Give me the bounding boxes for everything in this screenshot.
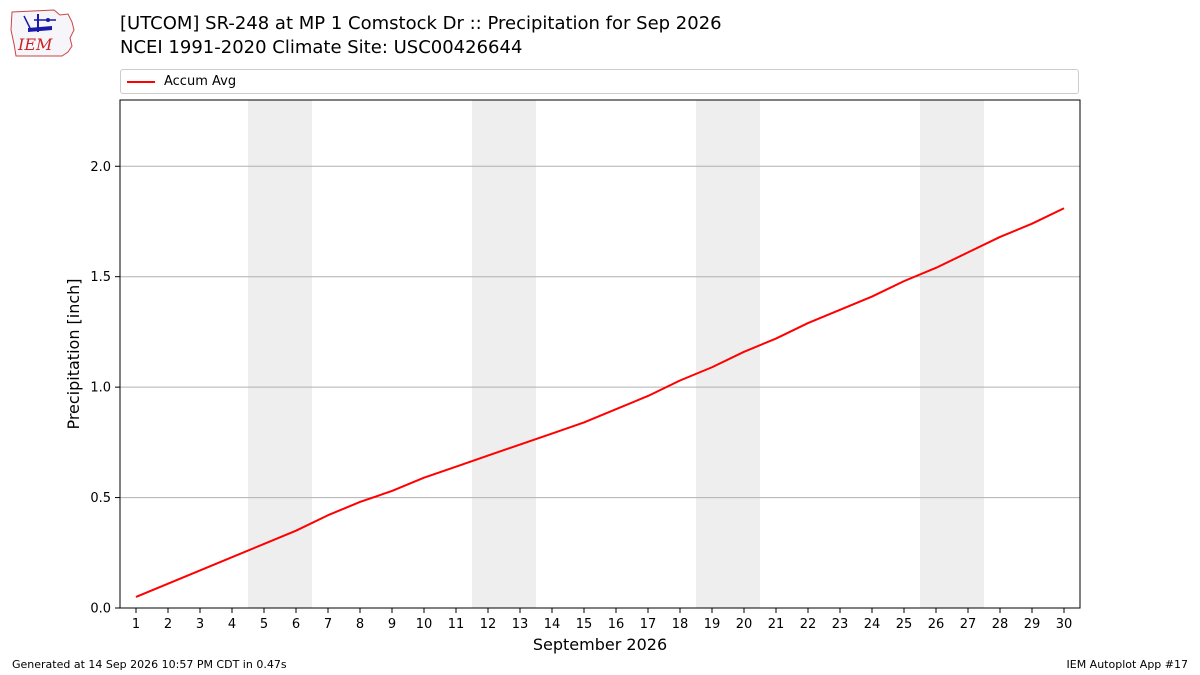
- accum-avg-line: [135, 207, 1065, 598]
- x-tick-label: 11: [448, 617, 465, 632]
- y-tick-label: 2.0: [90, 160, 111, 175]
- legend-label: Accum Avg: [164, 74, 237, 89]
- iem-logo: IEM: [10, 9, 75, 57]
- x-tick-label: 15: [576, 617, 593, 632]
- x-tick-label: 7: [324, 617, 332, 632]
- x-tick-label: 29: [1024, 617, 1041, 632]
- x-tick-label: 12: [480, 617, 497, 632]
- weekend-band: [696, 100, 760, 608]
- weekend-band: [920, 100, 984, 608]
- x-tick-label: 22: [800, 617, 817, 632]
- x-tick-label: 28: [992, 617, 1009, 632]
- x-tick-label: 18: [672, 617, 689, 632]
- x-tick-label: 23: [832, 617, 849, 632]
- x-tick-label: 2: [164, 617, 172, 632]
- svg-text:IEM: IEM: [17, 35, 53, 54]
- x-axis-label: September 2026: [533, 635, 667, 654]
- x-tick-label: 30: [1056, 617, 1073, 632]
- x-tick-label: 20: [736, 617, 753, 632]
- x-tick-label: 9: [388, 617, 396, 632]
- y-tick-label: 1.0: [90, 381, 111, 396]
- x-tick-label: 3: [196, 617, 204, 632]
- x-tick-label: 21: [768, 617, 785, 632]
- x-tick-label: 24: [864, 617, 881, 632]
- x-tick-label: 25: [896, 617, 913, 632]
- y-axis-label: Precipitation [inch]: [64, 278, 83, 429]
- x-tick-label: 17: [640, 617, 657, 632]
- x-tick-label: 4: [228, 617, 236, 632]
- footer-generated: Generated at 14 Sep 2026 10:57 PM CDT in…: [12, 658, 287, 671]
- x-tick-label: 13: [512, 617, 529, 632]
- x-tick-label: 16: [608, 617, 625, 632]
- x-tick-label: 5: [260, 617, 268, 632]
- x-tick-label: 19: [704, 617, 721, 632]
- x-tick-label: 10: [416, 617, 433, 632]
- y-tick-label: 0.5: [90, 491, 111, 506]
- legend: Accum Avg: [120, 69, 1079, 94]
- chart-title: [UTCOM] SR-248 at MP 1 Comstock Dr :: Pr…: [120, 13, 722, 34]
- legend-swatch: [127, 81, 155, 83]
- x-tick-label: 27: [960, 617, 977, 632]
- footer-app: IEM Autoplot App #17: [1066, 658, 1189, 671]
- plot-frame: [119, 99, 1081, 609]
- chart-subtitle: NCEI 1991-2020 Climate Site: USC00426644: [120, 37, 523, 58]
- x-tick-label: 14: [544, 617, 561, 632]
- x-tick-label: 26: [928, 617, 945, 632]
- weekend-band: [248, 100, 312, 608]
- x-tick-label: 1: [132, 617, 140, 632]
- y-tick-label: 1.5: [90, 270, 111, 285]
- weekend-band: [472, 100, 536, 608]
- y-tick-label: 0.0: [90, 602, 111, 617]
- x-tick-label: 8: [356, 617, 364, 632]
- x-tick-label: 6: [292, 617, 300, 632]
